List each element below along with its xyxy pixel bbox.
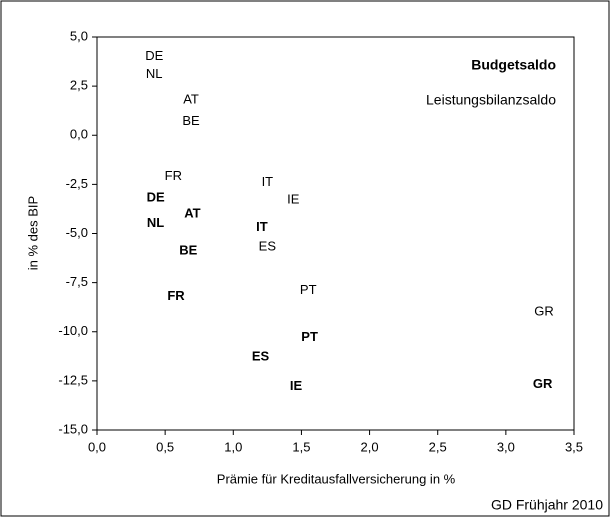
y-tick-label: -12,5 (58, 372, 88, 387)
point-label: NL (147, 215, 164, 230)
point-label: IT (262, 174, 274, 189)
x-tick-label: 1,5 (292, 439, 310, 454)
point-label: IE (290, 378, 303, 393)
x-axis-label: Prämie für Kreditausfallversicherung in … (217, 471, 456, 486)
y-tick-label: -5,0 (66, 225, 88, 240)
point-label: ES (259, 239, 277, 254)
legend-entry: Budgetsaldo (471, 57, 556, 73)
y-tick-label: 2,5 (70, 78, 88, 93)
y-tick-label: -15,0 (58, 421, 88, 436)
x-tick-label: 2,0 (361, 439, 379, 454)
point-label: DE (145, 48, 163, 63)
point-label: BE (182, 113, 200, 128)
point-label: PT (300, 282, 317, 297)
point-label: NL (146, 66, 163, 81)
point-label: AT (184, 205, 200, 220)
point-label: PT (301, 329, 318, 344)
point-label: FR (165, 168, 182, 183)
x-tick-label: 2,5 (429, 439, 447, 454)
y-axis-label: in % des BIP (25, 196, 40, 270)
y-tick-label: 0,0 (70, 127, 88, 142)
x-tick-label: 1,0 (224, 439, 242, 454)
y-tick-label: 5,0 (70, 28, 88, 43)
y-tick-label: -7,5 (66, 274, 88, 289)
x-tick-label: 0,0 (88, 439, 106, 454)
point-label: DE (147, 190, 165, 205)
footer: GD Frühjahr 2010 (491, 497, 603, 513)
point-label: ES (252, 349, 270, 364)
point-label: BE (179, 243, 197, 258)
legend-entry: Leistungsbilanzsaldo (426, 92, 556, 108)
x-tick-label: 3,0 (497, 439, 515, 454)
point-label: FR (167, 288, 185, 303)
y-tick-label: -2,5 (66, 176, 88, 191)
x-tick-label: 0,5 (156, 439, 174, 454)
x-tick-label: 3,5 (565, 439, 583, 454)
point-label: GR (533, 376, 553, 391)
point-label: IT (256, 219, 268, 234)
point-label: IE (287, 192, 300, 207)
y-tick-label: -10,0 (58, 323, 88, 338)
point-label: GR (534, 304, 554, 319)
point-label: AT (183, 91, 199, 106)
